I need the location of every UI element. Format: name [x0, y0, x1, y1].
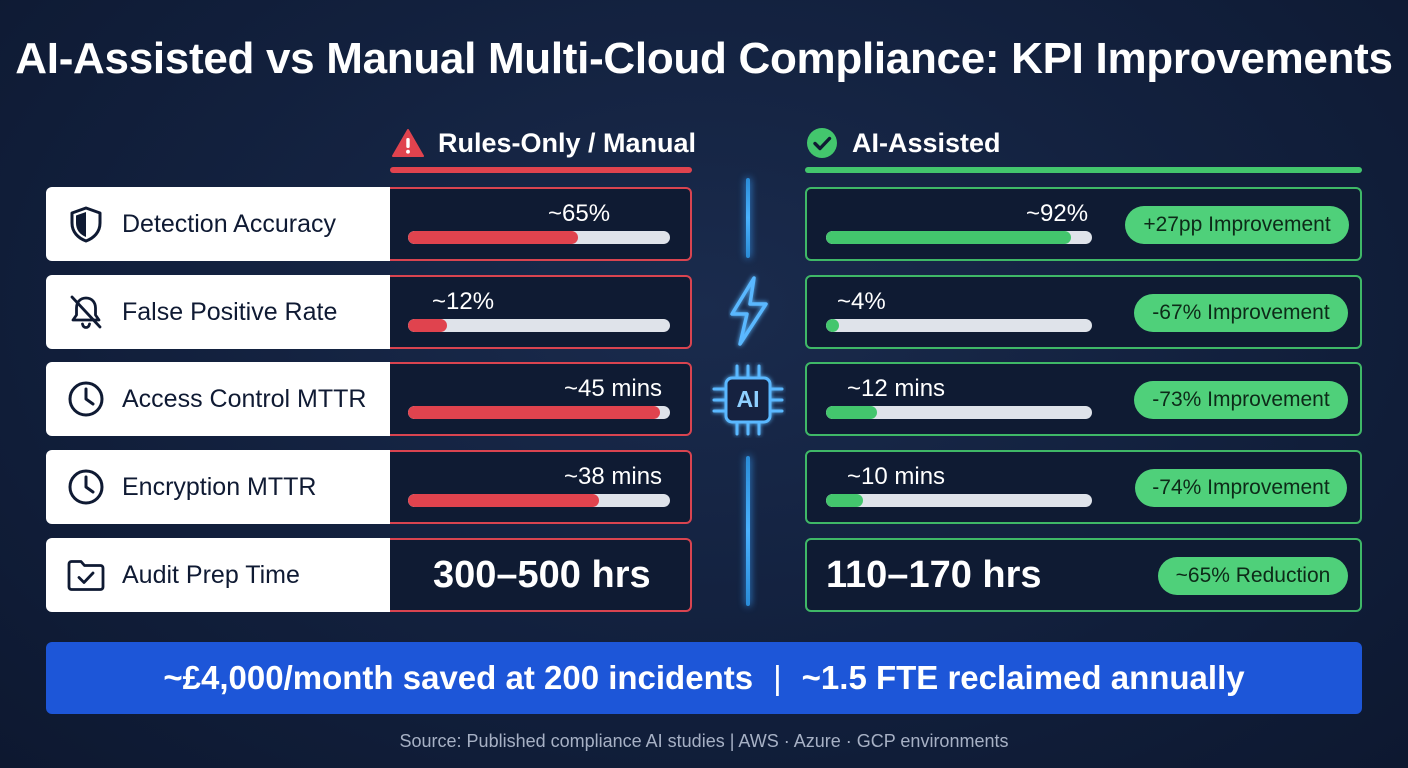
improvement-badge: +27pp Improvement: [1125, 206, 1349, 244]
manual-bar-track: [408, 406, 670, 419]
ai-bar-fill: [826, 494, 864, 507]
kpi-label-text: False Positive Rate: [122, 297, 338, 326]
ai-value: ~10 mins: [847, 463, 946, 490]
ai-bar-track: [826, 319, 1092, 332]
manual-cell-false-positive-rate: ~12%: [390, 275, 692, 349]
manual-column-underline: [390, 167, 692, 173]
kpi-label-text: Audit Prep Time: [122, 560, 300, 589]
check-circle-icon: [807, 128, 837, 158]
center-divider-bottom: [746, 456, 750, 606]
ai-cell-false-positive-rate: ~4% -67% Improvement: [805, 275, 1362, 349]
ai-bar-track: [826, 406, 1092, 419]
kpi-label-access-control-mttr: Access Control MTTR: [46, 362, 392, 436]
manual-bar-track: [408, 319, 670, 332]
ai-column-underline: [805, 167, 1362, 173]
manual-value: ~45 mins: [564, 375, 663, 402]
ai-value: ~12 mins: [847, 375, 946, 402]
manual-bar-fill: [408, 406, 660, 419]
kpi-label-text: Access Control MTTR: [122, 384, 367, 413]
improvement-badge: -73% Improvement: [1134, 381, 1348, 419]
reduction-badge: ~65% Reduction: [1158, 557, 1348, 595]
manual-bar-fill: [408, 319, 448, 332]
ai-cell-audit-prep-time: 110–170 hrs ~65% Reduction: [805, 538, 1362, 612]
ai-bar-fill: [826, 319, 840, 332]
savings-banner: ~£4,000/month saved at 200 incidents | ~…: [46, 642, 1362, 714]
banner-separator: |: [773, 659, 782, 696]
ai-bar-fill: [826, 406, 877, 419]
improvement-badge: -67% Improvement: [1134, 294, 1348, 332]
shield-icon: [66, 204, 106, 244]
kpi-label-false-positive-rate: False Positive Rate: [46, 275, 392, 349]
center-divider-top: [746, 178, 750, 258]
ai-chip-icon: AI: [710, 362, 786, 438]
manual-bar-fill: [408, 494, 600, 507]
source-footnote: Source: Published compliance AI studies …: [399, 731, 1009, 751]
page-title: AI-Assisted vs Manual Multi-Cloud Compli…: [15, 34, 1393, 83]
kpi-label-text: Detection Accuracy: [122, 209, 336, 238]
folder-check-icon: [66, 555, 106, 595]
ai-cell-encryption-mttr: ~10 mins -74% Improvement: [805, 450, 1362, 524]
manual-cell-access-control-mttr: ~45 mins: [390, 362, 692, 436]
manual-bar-fill: [408, 231, 579, 244]
manual-bar-track: [408, 231, 670, 244]
lightning-icon: [730, 276, 768, 346]
warning-icon: [392, 129, 424, 157]
manual-value: ~65%: [548, 200, 611, 227]
manual-column-header: Rules-Only / Manual: [392, 126, 696, 160]
kpi-label-detection-accuracy: Detection Accuracy: [46, 187, 392, 261]
ai-column-header: AI-Assisted: [806, 126, 1001, 160]
manual-value: 300–500 hrs: [433, 554, 651, 596]
clock-icon: [66, 379, 106, 419]
improvement-badge: -74% Improvement: [1135, 469, 1347, 507]
kpi-label-encryption-mttr: Encryption MTTR: [46, 450, 392, 524]
kpi-label-audit-prep-time: Audit Prep Time: [46, 538, 392, 612]
manual-value: ~12%: [432, 288, 495, 315]
ai-bar-track: [826, 494, 1092, 507]
ai-bar-fill: [826, 231, 1071, 244]
banner-fte-text: ~1.5 FTE reclaimed annually: [801, 659, 1245, 696]
ai-bar-track: [826, 231, 1092, 244]
ai-value: 110–170 hrs: [826, 554, 1042, 596]
manual-cell-audit-prep-time: 300–500 hrs: [390, 538, 692, 612]
manual-cell-detection-accuracy: ~65%: [390, 187, 692, 261]
ai-column-label: AI-Assisted: [852, 127, 1001, 158]
ai-value: ~92%: [1026, 200, 1089, 227]
ai-cell-detection-accuracy: ~92% +27pp Improvement: [805, 187, 1362, 261]
ai-chip-label: AI: [736, 386, 760, 412]
ai-value: ~4%: [837, 288, 886, 315]
manual-bar-track: [408, 494, 670, 507]
banner-savings-text: ~£4,000/month saved at 200 incidents: [163, 659, 754, 696]
clock-icon: [66, 467, 106, 507]
bell-off-icon: [66, 292, 106, 332]
manual-column-label: Rules-Only / Manual: [438, 127, 697, 158]
manual-value: ~38 mins: [564, 463, 663, 490]
ai-cell-access-control-mttr: ~12 mins -73% Improvement: [805, 362, 1362, 436]
kpi-label-text: Encryption MTTR: [122, 472, 317, 501]
manual-cell-encryption-mttr: ~38 mins: [390, 450, 692, 524]
